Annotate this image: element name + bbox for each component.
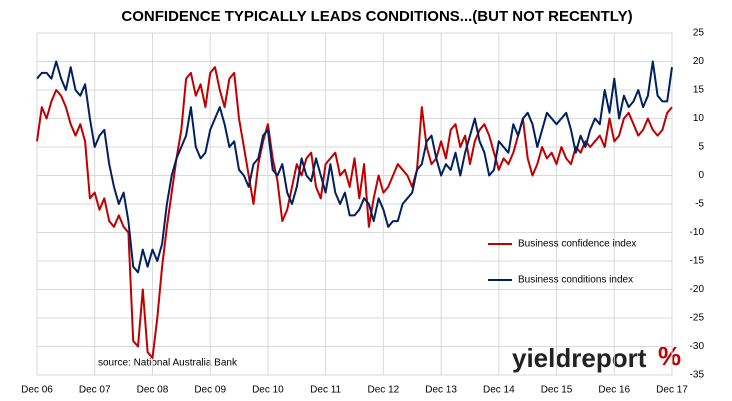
series-line bbox=[36, 66, 673, 359]
x-tick-label: Dec 16 bbox=[598, 385, 630, 396]
x-tick-label: Dec 06 bbox=[21, 385, 53, 396]
y-tick-label: -5 bbox=[695, 199, 704, 210]
legend-label: Business confidence index bbox=[518, 239, 636, 250]
series-line bbox=[36, 60, 673, 274]
y-tick-label: 10 bbox=[693, 113, 705, 124]
y-tick-label: 5 bbox=[698, 142, 704, 153]
y-tick-label: -15 bbox=[690, 256, 705, 267]
x-tick-label: Dec 07 bbox=[79, 385, 111, 396]
y-tick-label: 25 bbox=[693, 28, 705, 39]
x-tick-label: Dec 17 bbox=[656, 385, 688, 396]
y-tick-label: 0 bbox=[698, 170, 704, 181]
y-tick-label: -35 bbox=[690, 370, 705, 381]
y-tick-label: 20 bbox=[693, 56, 705, 67]
x-tick-label: Dec 12 bbox=[368, 385, 400, 396]
y-tick-label: 15 bbox=[693, 85, 705, 96]
y-tick-label: -10 bbox=[690, 227, 705, 238]
legend-label: Business conditions index bbox=[518, 275, 633, 286]
x-tick-label: Dec 14 bbox=[483, 385, 515, 396]
watermark: yieldreport bbox=[512, 343, 647, 373]
y-tick-label: -20 bbox=[690, 284, 705, 295]
x-tick-label: Dec 09 bbox=[194, 385, 226, 396]
source-note: source: National Australia Bank bbox=[98, 358, 238, 369]
watermark-symbol: % bbox=[658, 341, 681, 371]
x-tick-label: Dec 11 bbox=[310, 385, 341, 396]
x-tick-label: Dec 08 bbox=[137, 385, 169, 396]
y-tick-label: -25 bbox=[690, 313, 705, 324]
x-tick-label: Dec 13 bbox=[425, 385, 457, 396]
x-tick-label: Dec 10 bbox=[252, 385, 284, 396]
chart-title: CONFIDENCE TYPICALLY LEADS CONDITIONS...… bbox=[121, 8, 632, 25]
y-tick-label: -30 bbox=[690, 341, 705, 352]
x-tick-label: Dec 15 bbox=[541, 385, 573, 396]
